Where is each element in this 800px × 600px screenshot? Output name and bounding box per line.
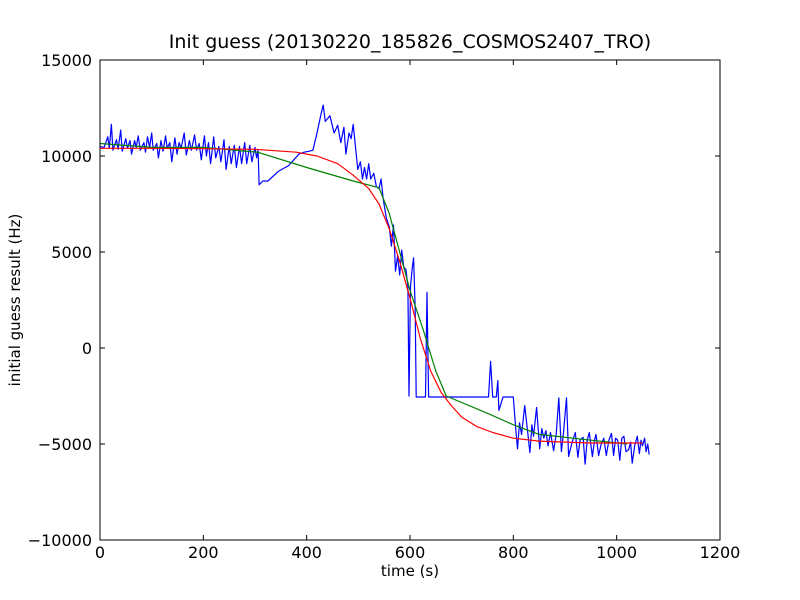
series-line-3	[100, 147, 643, 444]
x-axis-label: time (s)	[381, 562, 439, 580]
x-tick-label: 1200	[700, 543, 741, 562]
x-tick-label: 600	[395, 543, 426, 562]
chart-title: Init guess (20130220_185826_COSMOS2407_T…	[169, 31, 651, 53]
series-line-1	[99, 104, 650, 465]
y-tick-label: 10000	[41, 147, 92, 166]
y-tick-label: 0	[82, 339, 92, 358]
x-tick-label: 400	[291, 543, 322, 562]
x-tick-label: 200	[188, 543, 219, 562]
x-tick-label: 1000	[596, 543, 637, 562]
x-tick-label: 800	[498, 543, 529, 562]
series-line-2	[99, 142, 628, 445]
y-tick-label: −5000	[38, 435, 92, 454]
y-tick-label: −10000	[28, 531, 92, 550]
y-axis-ticks: −10000 −5000 0 5000 10000 15000	[28, 51, 720, 550]
x-axis-ticks: 0 200 400 600 800 1000 1200	[95, 60, 740, 562]
plot-frame	[99, 59, 721, 541]
y-tick-label: 15000	[41, 51, 92, 70]
plot-lines	[99, 104, 650, 465]
x-tick-label: 0	[95, 543, 105, 562]
y-axis-label: initial guess result (Hz)	[6, 214, 24, 387]
y-tick-label: 5000	[51, 243, 92, 262]
